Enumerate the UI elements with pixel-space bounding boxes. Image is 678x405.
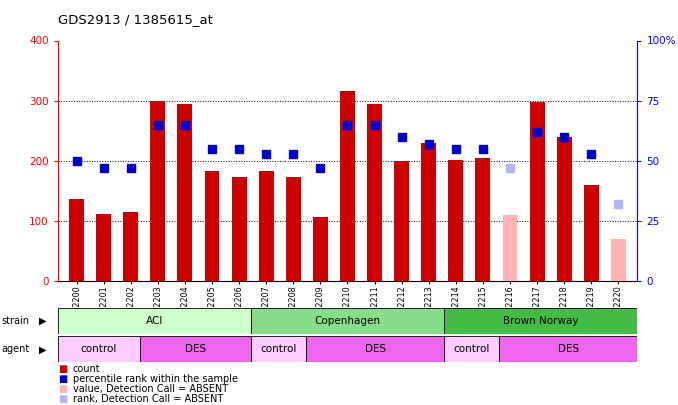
Text: percentile rank within the sample: percentile rank within the sample bbox=[73, 374, 237, 384]
Bar bbox=[306, 336, 444, 362]
Text: ■: ■ bbox=[58, 374, 67, 384]
Text: ACI: ACI bbox=[146, 316, 163, 326]
Text: Brown Norway: Brown Norway bbox=[503, 316, 578, 326]
Bar bbox=[584, 185, 599, 281]
Bar bbox=[444, 336, 499, 362]
Text: ▶: ▶ bbox=[39, 344, 47, 354]
Bar bbox=[313, 217, 328, 281]
Bar bbox=[69, 199, 84, 281]
Bar bbox=[123, 211, 138, 281]
Bar bbox=[286, 177, 301, 281]
Text: rank, Detection Call = ABSENT: rank, Detection Call = ABSENT bbox=[73, 394, 223, 403]
Bar bbox=[444, 308, 637, 334]
Text: ■: ■ bbox=[58, 364, 67, 374]
Bar bbox=[259, 171, 274, 281]
Text: ■: ■ bbox=[58, 394, 67, 403]
Text: DES: DES bbox=[558, 344, 579, 354]
Text: DES: DES bbox=[365, 344, 386, 354]
Text: GDS2913 / 1385615_at: GDS2913 / 1385615_at bbox=[58, 13, 212, 26]
Bar bbox=[178, 104, 193, 281]
Text: ▶: ▶ bbox=[39, 316, 47, 326]
Text: control: control bbox=[81, 344, 117, 354]
Text: strain: strain bbox=[1, 316, 29, 326]
Bar bbox=[367, 104, 382, 281]
Bar bbox=[58, 336, 140, 362]
Bar bbox=[421, 143, 436, 281]
Bar bbox=[205, 171, 220, 281]
Text: DES: DES bbox=[185, 344, 206, 354]
Bar bbox=[502, 215, 517, 281]
Text: agent: agent bbox=[1, 344, 30, 354]
Bar bbox=[140, 336, 251, 362]
Bar bbox=[499, 336, 637, 362]
Bar bbox=[232, 177, 247, 281]
Bar bbox=[611, 239, 626, 281]
Text: Copenhagen: Copenhagen bbox=[315, 316, 380, 326]
Text: ■: ■ bbox=[58, 384, 67, 394]
Bar bbox=[251, 336, 306, 362]
Bar bbox=[475, 158, 490, 281]
Bar bbox=[251, 308, 444, 334]
Text: control: control bbox=[454, 344, 490, 354]
Text: control: control bbox=[260, 344, 297, 354]
Bar bbox=[340, 90, 355, 281]
Text: value, Detection Call = ABSENT: value, Detection Call = ABSENT bbox=[73, 384, 228, 394]
Bar bbox=[151, 101, 165, 281]
Bar bbox=[96, 214, 111, 281]
Bar bbox=[530, 102, 544, 281]
Bar bbox=[557, 137, 572, 281]
Bar bbox=[448, 160, 463, 281]
Bar bbox=[394, 161, 409, 281]
Text: count: count bbox=[73, 364, 100, 374]
Bar bbox=[58, 308, 251, 334]
